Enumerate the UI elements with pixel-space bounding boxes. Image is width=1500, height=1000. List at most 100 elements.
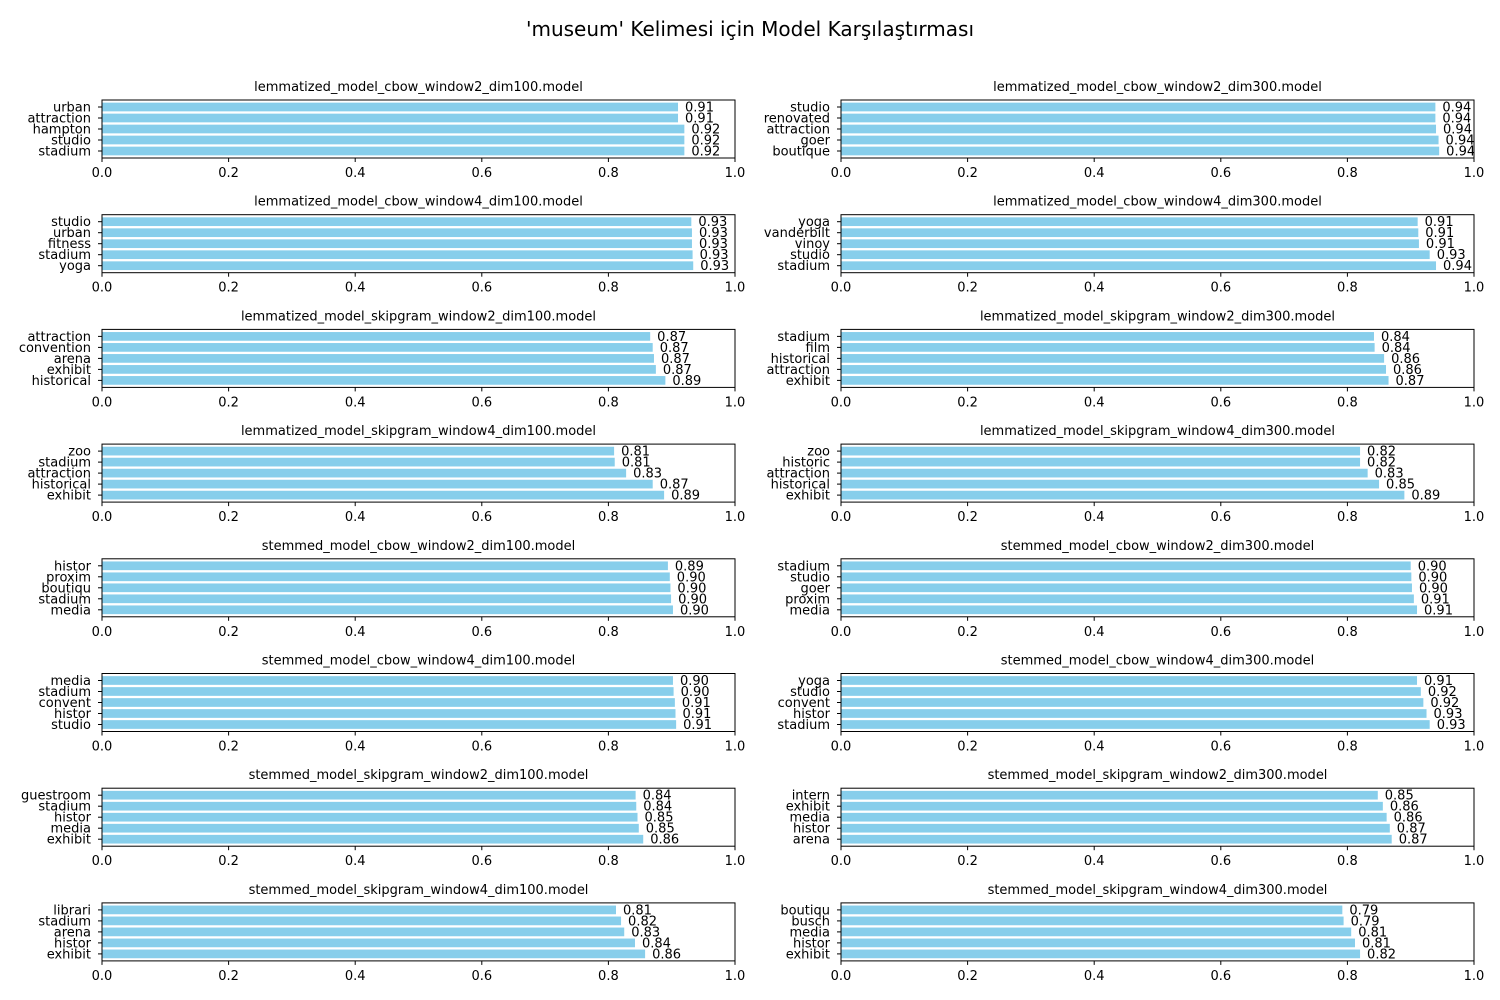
subplot: stemmed_model_cbow_window4_dim300.models… [777, 654, 1484, 755]
bar-value-label: 0.94 [1446, 145, 1475, 160]
bar-value-label: 0.82 [1367, 947, 1396, 962]
bar [102, 446, 615, 456]
subplot: stemmed_model_skipgram_window4_dim100.mo… [38, 883, 745, 984]
bar [102, 676, 673, 685]
x-tick-label: 0.2 [218, 625, 239, 640]
y-tick-label: studio [51, 215, 91, 230]
x-tick-label: 0.6 [471, 395, 492, 410]
subplot: lemmatized_model_skipgram_window2_dim300… [766, 309, 1484, 410]
bar [841, 561, 1411, 571]
y-tick-label: stadium [777, 330, 830, 345]
y-tick-label: exhibit [786, 489, 830, 504]
bar-value-label: 0.81 [1362, 936, 1391, 951]
y-tick-label: convent [39, 696, 91, 711]
bar [102, 583, 671, 593]
bar-value-label: 0.82 [1367, 445, 1396, 460]
bar-value-label: 0.92 [691, 123, 720, 138]
x-tick-label: 0.0 [92, 625, 113, 640]
x-tick-label: 0.6 [1210, 740, 1231, 755]
bar [841, 228, 1419, 238]
bar [841, 332, 1374, 341]
bar-value-label: 0.87 [660, 341, 689, 356]
subplot: stemmed_model_cbow_window2_dim300.modelm… [777, 539, 1484, 640]
x-tick-label: 0.6 [471, 854, 492, 869]
bar [841, 572, 1412, 582]
x-tick-label: 0.2 [957, 510, 978, 525]
subplot: lemmatized_model_skipgram_window4_dim300… [766, 424, 1484, 525]
x-tick-label: 0.0 [92, 854, 113, 869]
axes-frame [101, 214, 736, 274]
subplot: lemmatized_model_skipgram_window4_dim100… [27, 424, 745, 525]
x-tick-label: 0.0 [831, 395, 852, 410]
bar-value-label: 0.94 [1443, 123, 1472, 138]
x-tick-label: 0.6 [471, 625, 492, 640]
y-tick-label: film [806, 341, 830, 356]
bar-value-label: 0.85 [645, 811, 674, 826]
y-tick-label: zoo [807, 445, 830, 460]
bar [102, 605, 673, 615]
bar [841, 676, 1418, 685]
x-tick-label: 0.4 [1084, 281, 1105, 296]
x-tick-label: 0.8 [1337, 969, 1358, 984]
bar-value-label: 0.93 [700, 248, 729, 263]
y-tick-label: hampton [33, 123, 91, 138]
bar [841, 217, 1418, 227]
axes-frame [840, 673, 1475, 732]
y-tick-label: media [51, 603, 92, 618]
x-tick-label: 0.6 [1210, 395, 1231, 410]
bar-value-label: 0.87 [1397, 822, 1426, 837]
x-tick-label: 0.0 [92, 281, 113, 296]
bar [102, 594, 672, 604]
x-tick-label: 1.0 [725, 281, 746, 296]
x-tick-label: 0.6 [1210, 510, 1231, 525]
x-tick-label: 0.8 [598, 854, 619, 869]
bar-value-label: 0.94 [1442, 101, 1471, 116]
bar [841, 457, 1361, 467]
y-tick-label: attraction [27, 112, 91, 127]
bar-value-label: 0.93 [1434, 707, 1463, 722]
bar-value-label: 0.91 [1426, 237, 1455, 252]
subplot: lemmatized_model_cbow_window4_dim100.mod… [38, 195, 745, 296]
x-tick-label: 0.4 [1084, 854, 1105, 869]
bar [102, 250, 693, 260]
x-tick-label: 1.0 [1464, 854, 1485, 869]
x-tick-label: 0.8 [1337, 854, 1358, 869]
bar-value-label: 0.89 [675, 559, 704, 574]
bar [841, 583, 1412, 593]
bar-value-label: 0.90 [1418, 570, 1447, 585]
subplot-title: lemmatized_model_cbow_window2_dim100.mod… [254, 80, 583, 95]
bar [102, 354, 654, 363]
y-tick-label: historical [32, 374, 91, 389]
y-tick-label: histor [54, 559, 92, 574]
y-tick-label: arena [54, 352, 91, 367]
x-tick-label: 1.0 [725, 395, 746, 410]
x-tick-label: 0.0 [92, 395, 113, 410]
y-tick-label: studio [790, 685, 830, 700]
bar [841, 365, 1387, 374]
bar [102, 365, 656, 374]
bar [102, 376, 666, 385]
axes-frame [840, 214, 1475, 274]
bar [841, 446, 1361, 456]
y-tick-label: goer [800, 581, 830, 596]
x-tick-label: 0.8 [1337, 166, 1358, 181]
x-tick-label: 0.6 [471, 969, 492, 984]
x-tick-label: 0.8 [598, 395, 619, 410]
y-tick-label: histor [54, 936, 92, 951]
x-tick-label: 0.0 [831, 625, 852, 640]
bar-value-label: 0.79 [1349, 903, 1378, 918]
axes-frame [840, 443, 1475, 503]
bar-value-label: 0.86 [652, 947, 681, 962]
axes-frame [840, 558, 1475, 618]
x-tick-label: 0.0 [831, 281, 852, 296]
x-tick-label: 1.0 [1464, 969, 1485, 984]
y-tick-label: convent [778, 696, 830, 711]
x-tick-label: 0.4 [345, 854, 366, 869]
bar-value-label: 0.91 [682, 707, 711, 722]
bar-value-label: 0.93 [1437, 718, 1466, 733]
subplot-title: lemmatized_model_cbow_window4_dim300.mod… [993, 195, 1322, 210]
x-tick-label: 0.4 [1084, 166, 1105, 181]
y-tick-label: intern [792, 789, 830, 804]
x-tick-label: 0.0 [831, 166, 852, 181]
bar [102, 801, 637, 811]
